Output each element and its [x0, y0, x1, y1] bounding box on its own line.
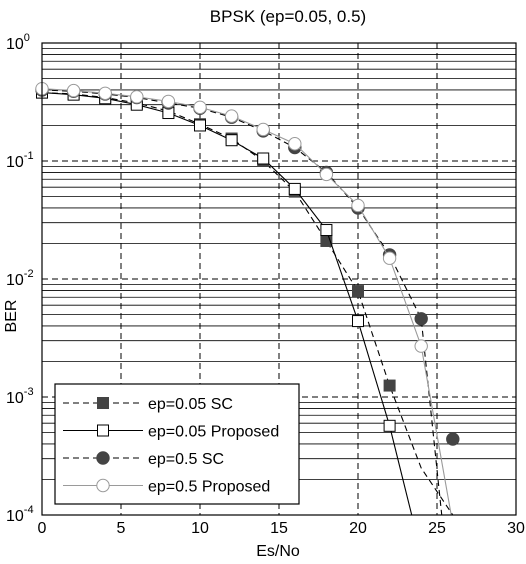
- legend-marker: [96, 451, 110, 465]
- data-point: [225, 134, 238, 147]
- x-tick-label: 10: [191, 520, 209, 537]
- chart-title: BPSK (ep=0.05, 0.5): [210, 7, 366, 26]
- data-point: [288, 182, 301, 195]
- y-tick-exponent: 0: [24, 32, 30, 44]
- y-axis-label: BER: [3, 300, 20, 333]
- data-point: [383, 419, 396, 432]
- legend-marker: [97, 424, 109, 437]
- data-point: [382, 251, 397, 265]
- x-tick-label: 0: [38, 520, 47, 537]
- x-tick-label: 25: [428, 520, 446, 537]
- y-tick-label: 10-1: [6, 150, 34, 171]
- y-tick-exponent: -2: [24, 268, 34, 280]
- legend-label: ep=0.05 Proposed: [148, 424, 279, 441]
- data-point: [161, 94, 176, 109]
- y-tick-label: 10-2: [6, 268, 34, 289]
- legend-label: ep=0.5 SC: [148, 451, 224, 468]
- data-point: [319, 167, 334, 182]
- legend-label: ep=0.05 SC: [148, 396, 233, 413]
- data-point: [194, 119, 206, 132]
- data-point: [224, 109, 239, 123]
- x-tick-label: 20: [349, 520, 367, 537]
- y-tick-base: 10: [6, 154, 24, 171]
- x-axis-label: Es/No: [256, 543, 300, 560]
- data-point: [256, 122, 270, 137]
- plot-frame: [41, 42, 517, 516]
- data-point: [130, 90, 144, 104]
- data-point: [352, 315, 364, 328]
- data-point: [383, 379, 396, 392]
- legend: ep=0.05 SC ep=0.05 Proposed ep=0.5 SC ep=0.…: [54, 383, 300, 505]
- legend-marker: [96, 478, 110, 493]
- y-tick-label: 10-3: [6, 386, 34, 407]
- data-point: [446, 432, 460, 446]
- data-point: [414, 312, 428, 326]
- y-tick-label: 100: [6, 32, 30, 53]
- data-point: [320, 224, 333, 237]
- series-3: [35, 81, 452, 515]
- x-tick-label: 5: [117, 520, 126, 537]
- x-tick-label: 15: [270, 520, 288, 537]
- y-tick-label: 10-4: [6, 504, 34, 525]
- legend-marker: [97, 397, 109, 409]
- legend-box: [54, 383, 300, 505]
- legend-label: ep=0.5 Proposed: [148, 479, 270, 496]
- y-tick-base: 10: [6, 36, 24, 53]
- data-point: [66, 83, 81, 98]
- y-tick-base: 10: [6, 390, 24, 407]
- data-point: [257, 152, 270, 165]
- y-tick-base: 10: [6, 272, 24, 289]
- data-point: [352, 285, 364, 298]
- y-tick-exponent: -3: [24, 386, 34, 398]
- data-point: [351, 198, 365, 213]
- x-tick-label: 30: [507, 520, 525, 537]
- data-point: [288, 137, 302, 151]
- y-tick-exponent: -1: [24, 150, 34, 162]
- data-point: [414, 339, 428, 353]
- data-point: [193, 100, 207, 115]
- y-tick-base: 10: [6, 508, 24, 525]
- data-point: [98, 86, 112, 100]
- y-tick-exponent: -4: [24, 504, 34, 516]
- series-layer: [35, 81, 469, 515]
